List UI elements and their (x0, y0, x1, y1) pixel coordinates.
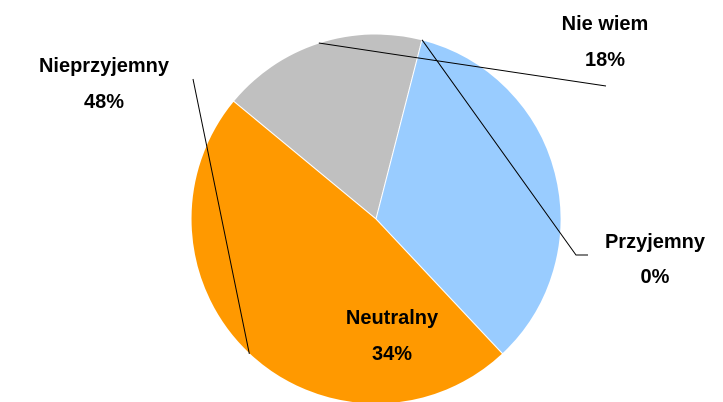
slice-label-nieprzyjemny-value: 48% (84, 91, 124, 113)
svg-text:34%: 34% (372, 343, 412, 365)
slice-label-nieprzyjemny-name: Nieprzyjemny (39, 55, 170, 77)
slice-label-neutralny-name: Neutralny (346, 307, 439, 329)
svg-text:Przyjemny: Przyjemny (605, 231, 706, 253)
pie-slice-neutralny (375, 39, 562, 355)
slice-label-nie-wiem-name: Nie wiem (562, 13, 649, 35)
svg-text:48%: 48% (84, 91, 124, 113)
svg-text:Neutralny: Neutralny (346, 307, 439, 329)
svg-text:0%: 0% (641, 266, 670, 288)
slice-labels: Nie wiem 18% Przyjemny 0% Neutralny 34% … (39, 13, 706, 365)
leader-line-przyjemny (421, 39, 588, 256)
slice-label-przyjemny-value: 0% (641, 266, 670, 288)
svg-text:18%: 18% (585, 49, 625, 71)
slice-label-nie-wiem-value: 18% (585, 49, 625, 71)
leader-lines (192, 39, 607, 354)
slice-label-neutralny-value: 34% (372, 343, 412, 365)
leader-line-nieprzyjemny (192, 78, 250, 354)
slice-label-przyjemny-name: Przyjemny (605, 231, 706, 253)
svg-text:Nieprzyjemny: Nieprzyjemny (39, 55, 170, 77)
svg-text:Nie wiem: Nie wiem (562, 13, 649, 35)
pie-slices (190, 33, 562, 402)
leader-line-nie-wiem (318, 42, 607, 87)
